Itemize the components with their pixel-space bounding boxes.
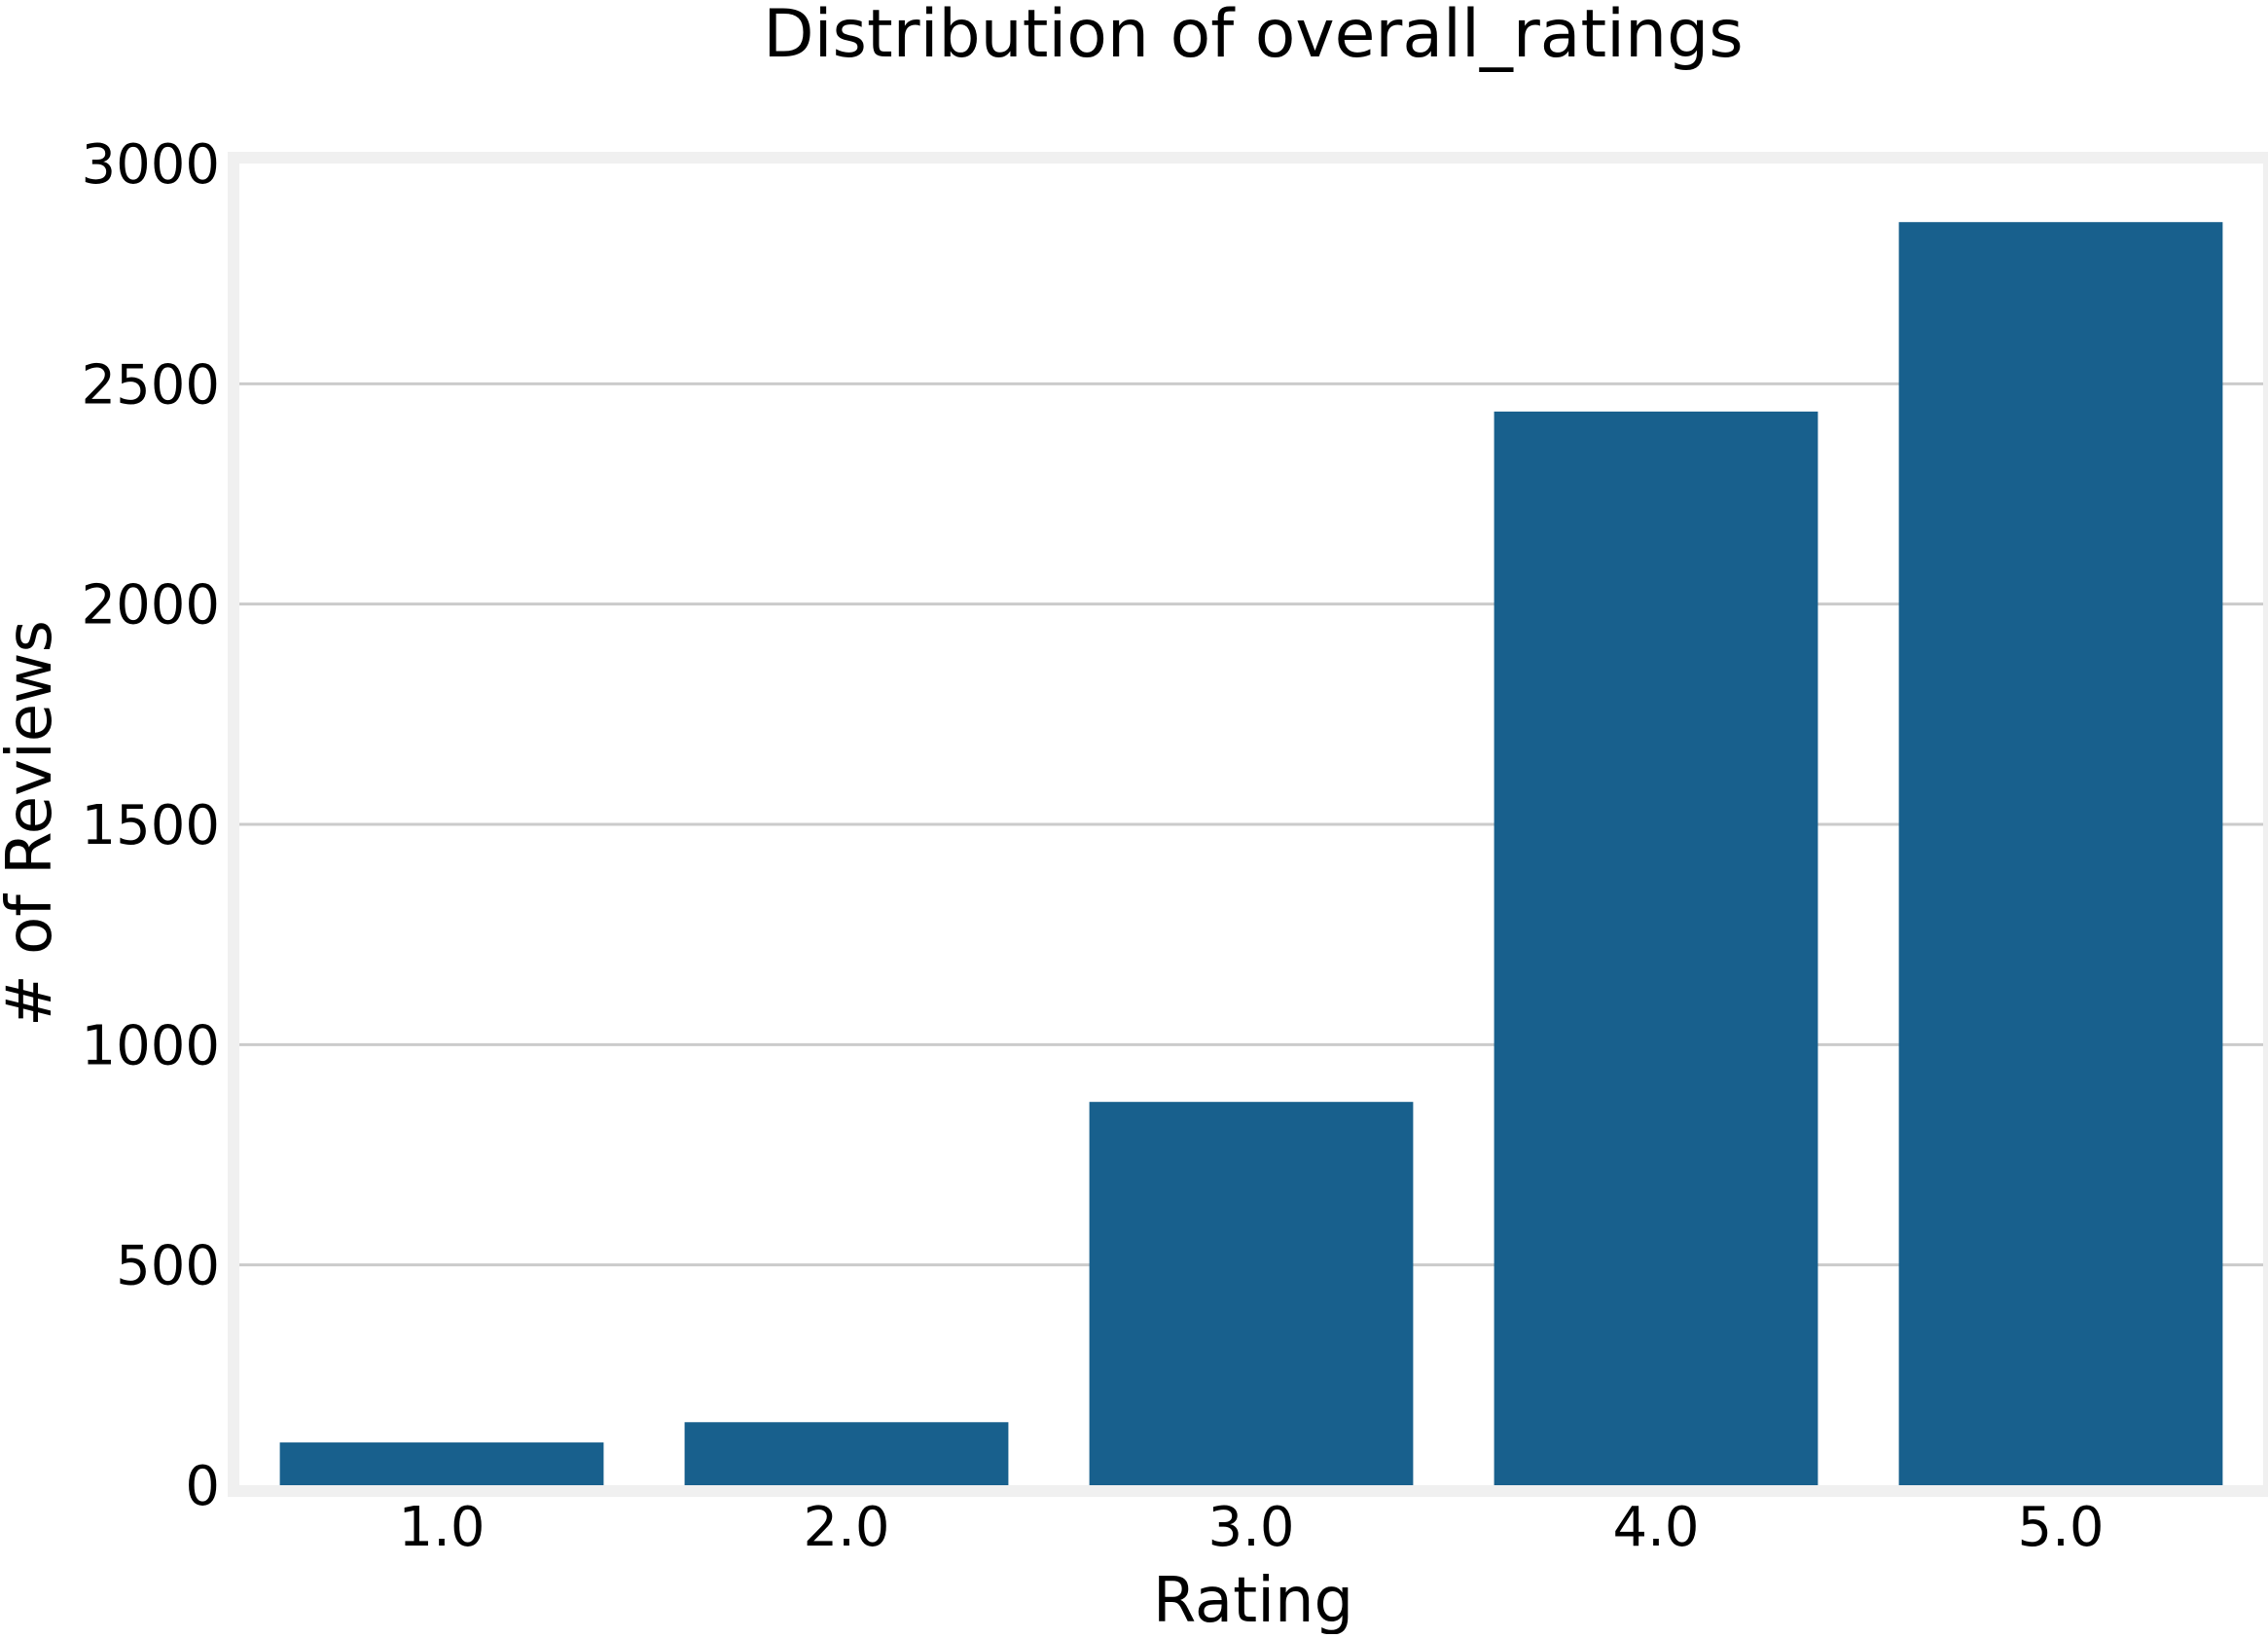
x-tick-label-3: 4.0 xyxy=(1612,1496,1699,1559)
y-tick-label-5: 2500 xyxy=(81,353,220,417)
x-tick-label-1: 2.0 xyxy=(803,1496,889,1559)
y-axis-label: # of Reviews xyxy=(0,620,66,1027)
y-tick-label-1: 500 xyxy=(116,1235,220,1298)
x-tick-labels: 1.0 2.0 3.0 4.0 5.0 xyxy=(398,1496,2104,1559)
y-tick-label-0: 0 xyxy=(185,1455,220,1518)
x-tick-label-4: 5.0 xyxy=(2017,1496,2104,1559)
bar-2.0 xyxy=(684,1422,1009,1485)
y-tick-label-3: 1500 xyxy=(81,794,220,857)
bar-1.0 xyxy=(279,1442,604,1485)
chart-title: Distribution of overall_ratings xyxy=(763,0,1743,73)
bar-5.0 xyxy=(1898,222,2223,1485)
y-tick-labels: 0 500 1000 1500 2000 2500 3000 xyxy=(81,133,220,1518)
y-tick-label-2: 1000 xyxy=(81,1014,220,1077)
x-axis-label: Rating xyxy=(1153,1565,1353,1634)
bars xyxy=(279,222,2223,1485)
y-tick-label-4: 2000 xyxy=(81,574,220,637)
y-tick-label-6: 3000 xyxy=(81,133,220,197)
bar-4.0 xyxy=(1494,411,1818,1485)
bar-3.0 xyxy=(1089,1102,1414,1485)
x-tick-label-0: 1.0 xyxy=(398,1496,485,1559)
x-tick-label-2: 3.0 xyxy=(1207,1496,1294,1559)
